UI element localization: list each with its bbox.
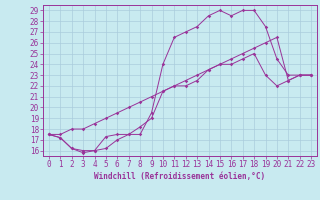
X-axis label: Windchill (Refroidissement éolien,°C): Windchill (Refroidissement éolien,°C) — [94, 172, 266, 181]
